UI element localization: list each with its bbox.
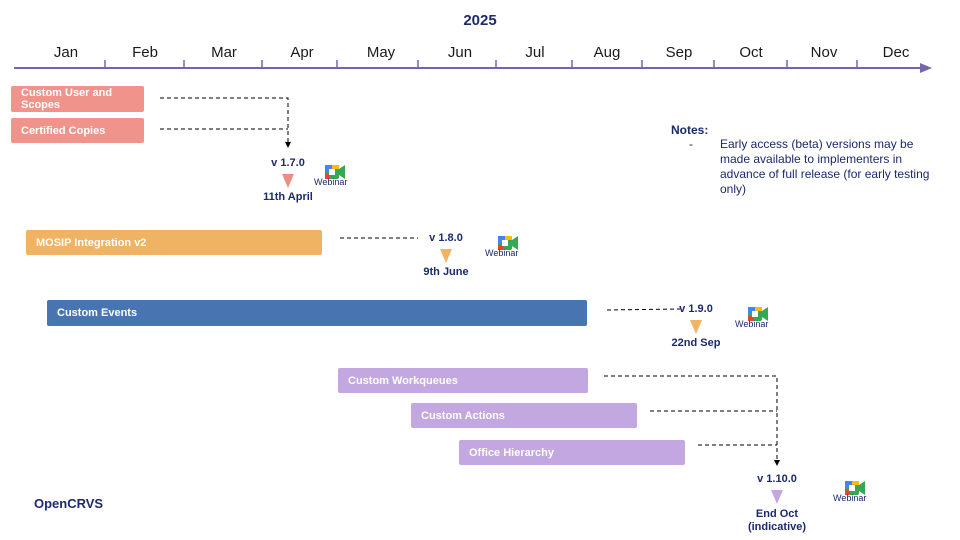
video-camera-icon	[845, 481, 865, 495]
release-marker-1-9-0	[690, 320, 702, 334]
feature-bar-mosip-integration: MOSIP Integration v2	[26, 230, 322, 255]
month-label: Feb	[132, 44, 158, 61]
feature-label: Custom Actions	[421, 409, 505, 422]
webinar-label: Webinar	[735, 319, 769, 329]
month-label: Jun	[447, 44, 473, 61]
release-date: 11th April	[263, 191, 313, 203]
feature-label: Custom Workqueues	[348, 374, 458, 387]
feature-bar-custom-workqueues: Custom Workqueues	[338, 368, 588, 393]
feature-label: Office Hierarchy	[469, 446, 554, 459]
video-camera-icon	[748, 307, 768, 321]
month-label: Dec	[882, 44, 910, 61]
webinar-label: Webinar	[833, 493, 867, 503]
month-label: Oct	[739, 44, 763, 61]
release-version: v 1.8.0	[429, 232, 463, 244]
webinar-label: Webinar	[314, 177, 348, 187]
feature-bar-custom-events: Custom Events	[47, 300, 587, 326]
webinar-badge: Webinar	[833, 479, 877, 505]
brand-name: OpenCRVS	[34, 496, 104, 511]
month-label: May	[366, 44, 396, 61]
feature-label: Custom User and Scopes	[21, 87, 113, 111]
release-marker-1-8-0	[440, 249, 452, 263]
notes-bullet: -	[689, 137, 693, 151]
month-label: Sep	[665, 44, 693, 61]
notes-title: Notes:	[671, 123, 709, 137]
video-camera-icon	[498, 236, 518, 250]
video-camera-icon	[325, 165, 345, 179]
month-label: Apr	[290, 44, 314, 61]
release-date-line: End Oct	[755, 508, 799, 520]
webinar-badge: Webinar	[735, 305, 779, 331]
release-marker-1-7-0	[282, 174, 294, 188]
month-label: Mar	[211, 44, 237, 61]
release-marker-1-10-0	[771, 490, 783, 504]
feature-label: Certified Copies	[21, 124, 106, 137]
release-version: v 1.10.0	[757, 473, 797, 485]
feature-bar-custom-user-scopes: Custom User and Scopes	[11, 86, 144, 112]
release-date: End Oct (indicative)	[748, 508, 806, 534]
release-date: 9th June	[423, 266, 469, 278]
release-version: v 1.7.0	[271, 157, 305, 169]
month-label: Jul	[525, 44, 545, 61]
month-label: Nov	[810, 44, 838, 61]
feature-label: Custom Events	[57, 307, 138, 319]
release-date-note: (indicative)	[747, 521, 807, 533]
feature-label: MOSIP Integration v2	[36, 236, 147, 249]
release-version: v 1.9.0	[679, 303, 713, 315]
webinar-label: Webinar	[485, 248, 519, 258]
notes-text: Early access (beta) versions may be made…	[720, 137, 930, 196]
feature-bar-certified-copies: Certified Copies	[11, 118, 144, 143]
webinar-badge: Webinar	[485, 234, 529, 260]
feature-bar-custom-actions: Custom Actions	[411, 403, 637, 428]
feature-bar-office-hierarchy: Office Hierarchy	[459, 440, 685, 465]
timeline-year: 2025	[463, 12, 497, 29]
webinar-badge: Webinar	[314, 163, 358, 189]
month-label: Jan	[53, 44, 79, 61]
release-date: 22nd Sep	[671, 337, 721, 349]
month-label: Aug	[593, 44, 621, 61]
